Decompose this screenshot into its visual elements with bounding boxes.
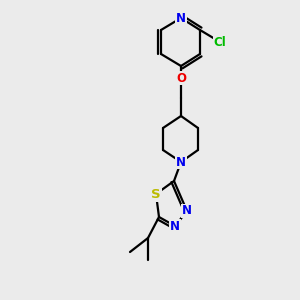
Text: N: N [182,205,192,218]
Text: N: N [176,11,186,25]
Text: S: S [151,188,161,200]
Text: N: N [170,220,180,232]
Text: O: O [176,71,186,85]
Text: N: N [176,155,186,169]
Text: Cl: Cl [214,35,226,49]
